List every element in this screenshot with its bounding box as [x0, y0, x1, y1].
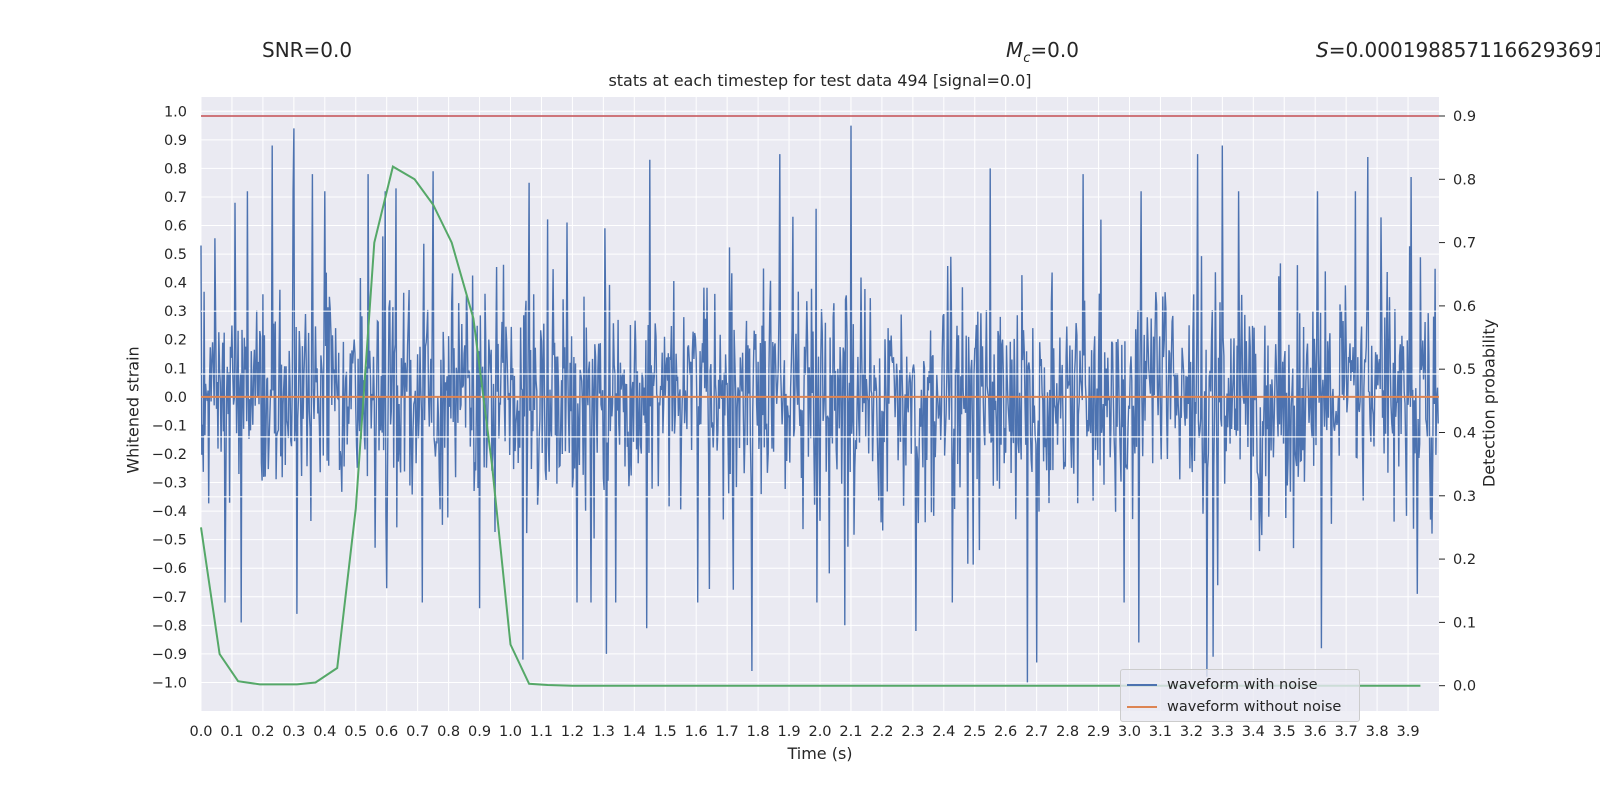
y-tick-label: 0.1 [164, 361, 187, 377]
snr-label: SNR=0.0 [262, 38, 353, 62]
x-tick-label: 3.6 [1304, 724, 1327, 740]
x-tick-label: 1.9 [778, 724, 801, 740]
y-tick-label: 0.8 [164, 161, 187, 177]
y2-tick-label: 0.6 [1453, 299, 1476, 315]
x-tick-label: 0.5 [344, 724, 367, 740]
x-tick-label: 3.0 [1118, 724, 1141, 740]
x-tick-label: 1.2 [561, 724, 584, 740]
x-tick-label: 2.0 [808, 724, 831, 740]
x-tick-label: 3.1 [1149, 724, 1172, 740]
s-stat-label: S=0.00019885711662936914 [1316, 38, 1600, 62]
y-tick-label: −0.1 [152, 418, 187, 434]
y-tick-label: −0.6 [152, 561, 187, 577]
y2-tick-label: 0.3 [1453, 489, 1476, 505]
y-tick-label: −0.3 [152, 476, 187, 492]
x-tick-label: 0.7 [406, 724, 429, 740]
legend-item-noise: waveform with noise [1127, 675, 1318, 695]
legend-label-clean: waveform without noise [1167, 699, 1342, 715]
x-tick-label: 0.2 [251, 724, 274, 740]
y-axis-label: Whitened strain [123, 346, 143, 474]
x-tick-label: 1.1 [530, 724, 553, 740]
x-axis-label: Time (s) [787, 744, 853, 763]
x-tick-label: 1.8 [747, 724, 770, 740]
y2-tick-label: 0.2 [1453, 552, 1476, 568]
x-tick-label: 2.7 [1025, 724, 1048, 740]
x-tick-label: 1.5 [654, 724, 677, 740]
legend-swatch-noise [1127, 684, 1157, 686]
noisy-waveform-line [200, 125, 1439, 683]
x-tick-label: 3.2 [1180, 724, 1203, 740]
y-tick-label: 0.5 [164, 247, 187, 263]
x-tick-label: 1.0 [499, 724, 522, 740]
y-tick-label: 0.9 [164, 133, 187, 149]
x-tick-label: 0.0 [189, 724, 212, 740]
x-tick-label: 2.6 [994, 724, 1017, 740]
detection-probability-line [200, 165, 1421, 687]
y2-tick-label: 0.1 [1453, 615, 1476, 631]
x-tick-label: 3.7 [1335, 724, 1358, 740]
legend-label-noise: waveform with noise [1167, 677, 1318, 693]
y-tick-label: −0.8 [152, 618, 187, 634]
y-tick-label: −1.0 [152, 675, 187, 691]
y-tick-label: 0.4 [164, 276, 187, 292]
x-tick-label: 2.2 [870, 724, 893, 740]
x-tick-label: 1.3 [592, 724, 615, 740]
x-tick-label: 3.9 [1397, 724, 1420, 740]
chart-title: stats at each timestep for test data 494… [608, 71, 1032, 90]
x-tick-label: 0.6 [375, 724, 398, 740]
y-tick-label: 0.2 [164, 333, 187, 349]
y-tick-label: −0.2 [152, 447, 187, 463]
y-tick-label: −0.9 [152, 647, 187, 663]
x-tick-label: 0.3 [282, 724, 305, 740]
x-tick-label: 3.5 [1273, 724, 1296, 740]
x-tick-label: 0.4 [313, 724, 336, 740]
y-tick-label: 0.7 [164, 190, 187, 206]
x-tick-label: 0.8 [437, 724, 460, 740]
x-tick-label: 1.7 [716, 724, 739, 740]
x-tick-label: 2.1 [839, 724, 862, 740]
y-tick-label: 0.0 [164, 390, 187, 406]
y-tick-label: −0.5 [152, 533, 187, 549]
x-tick-label: 1.4 [623, 724, 646, 740]
x-tick-label: 2.8 [1056, 724, 1079, 740]
x-tick-label: 1.6 [685, 724, 708, 740]
y-tick-label: −0.7 [152, 590, 187, 606]
x-tick-label: 2.9 [1087, 724, 1110, 740]
x-tick-label: 3.4 [1242, 724, 1265, 740]
y2-tick-label: 0.5 [1453, 362, 1476, 378]
y2-tick-label: 0.0 [1453, 679, 1476, 695]
y2-tick-label: 0.8 [1453, 172, 1476, 188]
y-tick-label: −0.4 [152, 504, 187, 520]
x-tick-label: 0.1 [220, 724, 243, 740]
legend-swatch-clean [1127, 706, 1157, 708]
x-tick-label: 0.9 [468, 724, 491, 740]
x-tick-label: 3.3 [1211, 724, 1234, 740]
legend-item-clean: waveform without noise [1127, 697, 1341, 717]
y-tick-label: 1.0 [164, 104, 187, 120]
y2-axis-label: Detection probability [1479, 318, 1499, 488]
y2-tick-label: 0.7 [1453, 236, 1476, 252]
y-tick-label: 0.6 [164, 219, 187, 235]
x-tick-label: 3.8 [1366, 724, 1389, 740]
x-tick-label: 2.3 [901, 724, 924, 740]
chirp-mass-label: Mc=0.0 [1006, 38, 1079, 66]
y2-tick-label: 0.4 [1453, 425, 1476, 441]
y2-tick-label: 0.9 [1453, 109, 1476, 125]
legend: waveform with noise waveform without noi… [1120, 669, 1360, 722]
y-tick-label: 0.3 [164, 304, 187, 320]
x-tick-label: 2.5 [963, 724, 986, 740]
x-tick-label: 2.4 [932, 724, 955, 740]
